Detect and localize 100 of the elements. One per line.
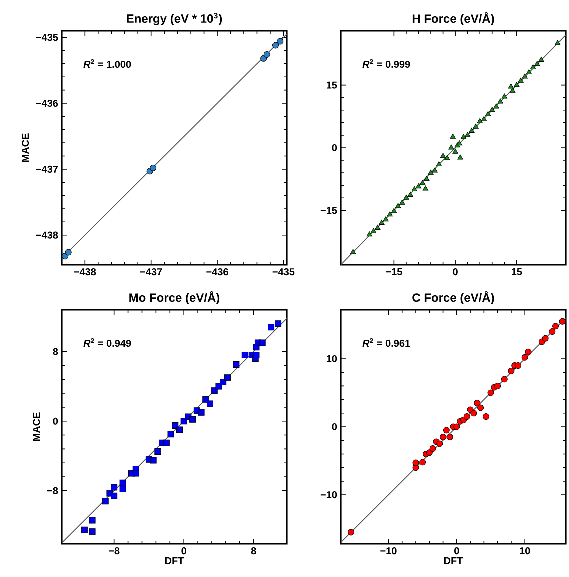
point — [508, 84, 514, 89]
point — [488, 390, 494, 396]
point — [150, 164, 157, 172]
point — [259, 340, 266, 346]
point — [111, 484, 118, 491]
point — [530, 64, 536, 70]
point — [224, 374, 231, 382]
point — [473, 124, 479, 129]
point — [426, 450, 433, 456]
point — [515, 362, 522, 370]
annotation: R$^{2}$ = 0.999 — [362, 59, 410, 68]
point — [444, 155, 450, 160]
x-tick-label: 0 — [182, 548, 186, 555]
y-tick-label: −436 — [36, 100, 58, 108]
y-tick-label: −10 — [320, 491, 338, 499]
point — [198, 409, 205, 416]
annotation: R$^{2}$ = 1.000 — [84, 59, 132, 68]
x-tick-label: −437 — [140, 268, 162, 276]
y-tick-label: −435 — [36, 34, 58, 42]
point — [120, 480, 126, 486]
x-axis-title: DFT — [165, 557, 184, 564]
point — [408, 192, 414, 197]
point — [102, 498, 109, 505]
point — [412, 186, 418, 192]
point — [518, 78, 524, 83]
point — [89, 528, 96, 536]
x-tick-label: 10 — [520, 548, 530, 555]
point — [440, 434, 447, 440]
point — [395, 203, 402, 208]
point — [443, 427, 450, 434]
x-tick-label: −436 — [206, 268, 228, 276]
y-tick-label: 8 — [53, 348, 58, 356]
y-tick-label: −8 — [47, 487, 58, 494]
x-tick-label: 0 — [453, 268, 458, 276]
annotation: R$^{2}$ = 0.961 — [362, 338, 410, 348]
point — [400, 200, 406, 205]
point — [501, 376, 508, 383]
point — [508, 368, 515, 374]
point — [268, 324, 275, 331]
point — [383, 216, 389, 222]
point — [89, 517, 96, 524]
chart-title: C Force (eV/Å) — [412, 291, 494, 304]
point — [120, 486, 126, 492]
point — [275, 320, 282, 328]
point — [494, 104, 500, 109]
point — [428, 170, 434, 175]
x-tick-label: −15 — [386, 268, 402, 276]
chart-title: H Force (eV/Å) — [412, 12, 494, 26]
point — [446, 434, 454, 440]
point — [510, 88, 516, 93]
point — [168, 431, 174, 438]
point — [163, 440, 170, 446]
point — [207, 400, 214, 408]
point — [490, 107, 496, 112]
point — [150, 457, 157, 464]
x-tick-label: 15 — [512, 268, 522, 276]
point — [534, 61, 540, 66]
point — [464, 132, 471, 138]
point — [525, 348, 532, 356]
point — [253, 352, 260, 358]
point — [233, 362, 240, 368]
y-tick-label: −437 — [36, 166, 58, 173]
point — [494, 382, 502, 390]
point — [481, 116, 488, 122]
point — [549, 328, 556, 336]
point — [432, 168, 438, 173]
point — [272, 42, 280, 49]
point — [542, 335, 549, 342]
point — [374, 224, 381, 230]
point — [522, 354, 528, 361]
y-tick-label: 0 — [53, 418, 58, 425]
x-tick-label: −435 — [272, 268, 295, 276]
point — [81, 526, 88, 534]
x-tick-label: −8 — [109, 548, 120, 555]
point — [498, 98, 504, 104]
y-axis-title: MACE — [22, 134, 30, 162]
point — [412, 460, 420, 466]
point — [111, 492, 118, 500]
x-axis-title: DFT — [444, 557, 464, 564]
x-tick-label: 8 — [251, 548, 256, 555]
point — [404, 194, 410, 200]
x-tick-label: −10 — [380, 548, 397, 555]
point — [538, 56, 544, 62]
point — [370, 228, 377, 234]
y-tick-label: 15 — [326, 82, 338, 89]
point — [436, 161, 442, 166]
point — [387, 212, 393, 217]
point — [526, 70, 532, 75]
point — [452, 148, 458, 154]
point — [522, 74, 528, 79]
point — [477, 118, 483, 124]
chart-title: Mo Force (eV/Å) — [130, 291, 220, 304]
point — [464, 414, 470, 420]
point — [420, 180, 426, 186]
point — [514, 82, 520, 88]
point — [470, 410, 478, 417]
chart-title: Energy (eV * 10$^{3}$) — [127, 12, 222, 26]
point — [154, 448, 162, 456]
point — [176, 426, 183, 434]
point — [460, 134, 467, 140]
